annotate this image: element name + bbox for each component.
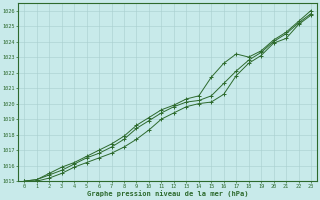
X-axis label: Graphe pression niveau de la mer (hPa): Graphe pression niveau de la mer (hPa) — [87, 190, 248, 197]
